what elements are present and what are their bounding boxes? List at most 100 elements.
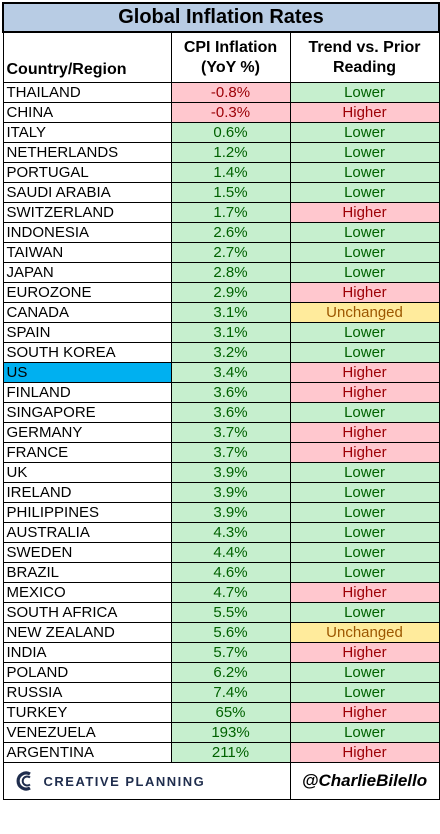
cpi-value-cell: 1.2% <box>170 142 291 163</box>
trend-cell: Higher <box>289 362 440 383</box>
country-cell: TURKEY <box>2 702 172 723</box>
country-cell: EUROZONE <box>2 282 172 303</box>
brand-name: CREATIVE PLANNING <box>43 773 206 789</box>
country-cell: AUSTRALIA <box>2 522 172 543</box>
country-cell: SWEDEN <box>2 542 172 563</box>
table-row: SOUTH AFRICA 5.5% Lower <box>2 602 440 623</box>
cpi-value-cell: -0.3% <box>170 102 291 123</box>
country-cell: SWITZERLAND <box>2 202 172 223</box>
country-cell: FRANCE <box>2 442 172 463</box>
country-cell: IRELAND <box>2 482 172 503</box>
cpi-value-cell: 65% <box>170 702 291 723</box>
country-cell: JAPAN <box>2 262 172 283</box>
header-country: Country/Region <box>2 31 172 83</box>
cpi-value-cell: 4.7% <box>170 582 291 603</box>
cpi-value-cell: 3.7% <box>170 422 291 443</box>
country-cell: US <box>2 362 172 383</box>
cpi-value-cell: -0.8% <box>170 82 291 103</box>
cpi-value-cell: 5.5% <box>170 602 291 623</box>
table-row: SOUTH KOREA 3.2% Lower <box>2 342 440 363</box>
trend-cell: Higher <box>289 202 440 223</box>
trend-cell: Higher <box>289 282 440 303</box>
table-row: CANADA 3.1% Unchanged <box>2 302 440 323</box>
trend-cell: Lower <box>289 722 440 743</box>
cpi-value-cell: 4.4% <box>170 542 291 563</box>
cpi-value-cell: 3.7% <box>170 442 291 463</box>
cpi-value-cell: 3.1% <box>170 302 291 323</box>
trend-cell: Lower <box>289 522 440 543</box>
trend-cell: Lower <box>289 662 440 683</box>
table-row: ARGENTINA 211% Higher <box>2 742 440 763</box>
title-row: Global Inflation Rates <box>1 2 440 33</box>
cpi-value-cell: 3.1% <box>170 322 291 343</box>
cpi-value-cell: 3.9% <box>170 462 291 483</box>
cpi-value-cell: 211% <box>170 742 291 763</box>
trend-cell: Higher <box>289 382 440 403</box>
table-row: FINLAND 3.6% Higher <box>2 382 440 403</box>
table-row: ITALY 0.6% Lower <box>2 122 440 143</box>
cpi-value-cell: 193% <box>170 722 291 743</box>
table-row: TAIWAN 2.7% Lower <box>2 242 440 263</box>
cpi-value-cell: 4.3% <box>170 522 291 543</box>
cpi-value-cell: 5.7% <box>170 642 291 663</box>
table-row: PORTUGAL 1.4% Lower <box>2 162 440 183</box>
table-row: CHINA -0.3% Higher <box>2 102 440 123</box>
country-cell: PORTUGAL <box>2 162 172 183</box>
country-cell: CANADA <box>2 302 172 323</box>
trend-cell: Higher <box>289 582 440 603</box>
table-row: IRELAND 3.9% Lower <box>2 482 440 503</box>
cpi-value-cell: 1.4% <box>170 162 291 183</box>
country-cell: INDIA <box>2 642 172 663</box>
trend-cell: Lower <box>289 222 440 243</box>
country-cell: BRAZIL <box>2 562 172 583</box>
header-cpi: CPI Inflation (YoY %) <box>170 31 291 83</box>
table-row: EUROZONE 2.9% Higher <box>2 282 440 303</box>
table-row: GERMANY 3.7% Higher <box>2 422 440 443</box>
table-row: POLAND 6.2% Lower <box>2 662 440 683</box>
country-cell: SINGAPORE <box>2 402 172 423</box>
country-cell: GERMANY <box>2 422 172 443</box>
country-cell: SOUTH AFRICA <box>2 602 172 623</box>
table-row: UK 3.9% Lower <box>2 462 440 483</box>
table-title: Global Inflation Rates <box>1 2 440 33</box>
trend-cell: Higher <box>289 742 440 763</box>
header-trend: Trend vs. Prior Reading <box>289 31 440 83</box>
inflation-table: Global Inflation Rates Country/Region CP… <box>1 2 440 800</box>
trend-cell: Lower <box>289 122 440 143</box>
country-cell: THAILAND <box>2 82 172 103</box>
country-cell: INDONESIA <box>2 222 172 243</box>
cpi-value-cell: 3.9% <box>170 482 291 503</box>
country-cell: SPAIN <box>2 322 172 343</box>
cpi-value-cell: 3.6% <box>170 382 291 403</box>
creative-planning-logo-icon <box>16 771 31 791</box>
trend-cell: Lower <box>289 262 440 283</box>
trend-cell: Lower <box>289 402 440 423</box>
cpi-value-cell: 2.8% <box>170 262 291 283</box>
table-row: RUSSIA 7.4% Lower <box>2 682 440 703</box>
cpi-value-cell: 3.4% <box>170 362 291 383</box>
trend-cell: Lower <box>289 682 440 703</box>
trend-cell: Lower <box>289 82 440 103</box>
trend-cell: Higher <box>289 702 440 723</box>
cpi-value-cell: 5.6% <box>170 622 291 643</box>
cpi-value-cell: 3.6% <box>170 402 291 423</box>
brand: CREATIVE PLANNING <box>4 764 289 799</box>
table-row: SWITZERLAND 1.7% Higher <box>2 202 440 223</box>
country-cell: MEXICO <box>2 582 172 603</box>
trend-cell: Lower <box>289 342 440 363</box>
country-cell: SOUTH KOREA <box>2 342 172 363</box>
cpi-value-cell: 3.2% <box>170 342 291 363</box>
table-row: NETHERLANDS 1.2% Lower <box>2 142 440 163</box>
trend-cell: Unchanged <box>289 302 440 323</box>
footer-row: CREATIVE PLANNING @CharlieBilello <box>2 762 440 800</box>
table-row: SAUDI ARABIA 1.5% Lower <box>2 182 440 203</box>
country-cell: NEW ZEALAND <box>2 622 172 643</box>
trend-cell: Lower <box>289 242 440 263</box>
trend-cell: Lower <box>289 562 440 583</box>
table-row: INDIA 5.7% Higher <box>2 642 440 663</box>
cpi-value-cell: 4.6% <box>170 562 291 583</box>
cpi-value-cell: 2.6% <box>170 222 291 243</box>
trend-cell: Lower <box>289 482 440 503</box>
country-cell: UK <box>2 462 172 483</box>
country-cell: POLAND <box>2 662 172 683</box>
